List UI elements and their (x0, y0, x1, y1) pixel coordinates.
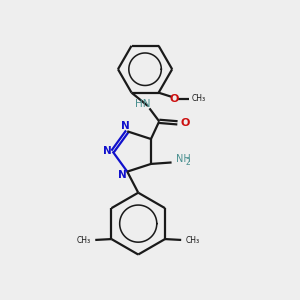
Text: CH₃: CH₃ (186, 236, 200, 245)
Text: N: N (122, 121, 130, 131)
Text: 2: 2 (185, 158, 190, 167)
Text: CH₃: CH₃ (192, 94, 206, 103)
Text: N: N (103, 146, 112, 157)
Text: O: O (169, 94, 178, 103)
Text: HN: HN (135, 99, 151, 109)
Text: CH₃: CH₃ (77, 236, 91, 245)
Text: NH: NH (176, 154, 191, 164)
Text: N: N (118, 170, 127, 180)
Text: O: O (180, 118, 190, 128)
